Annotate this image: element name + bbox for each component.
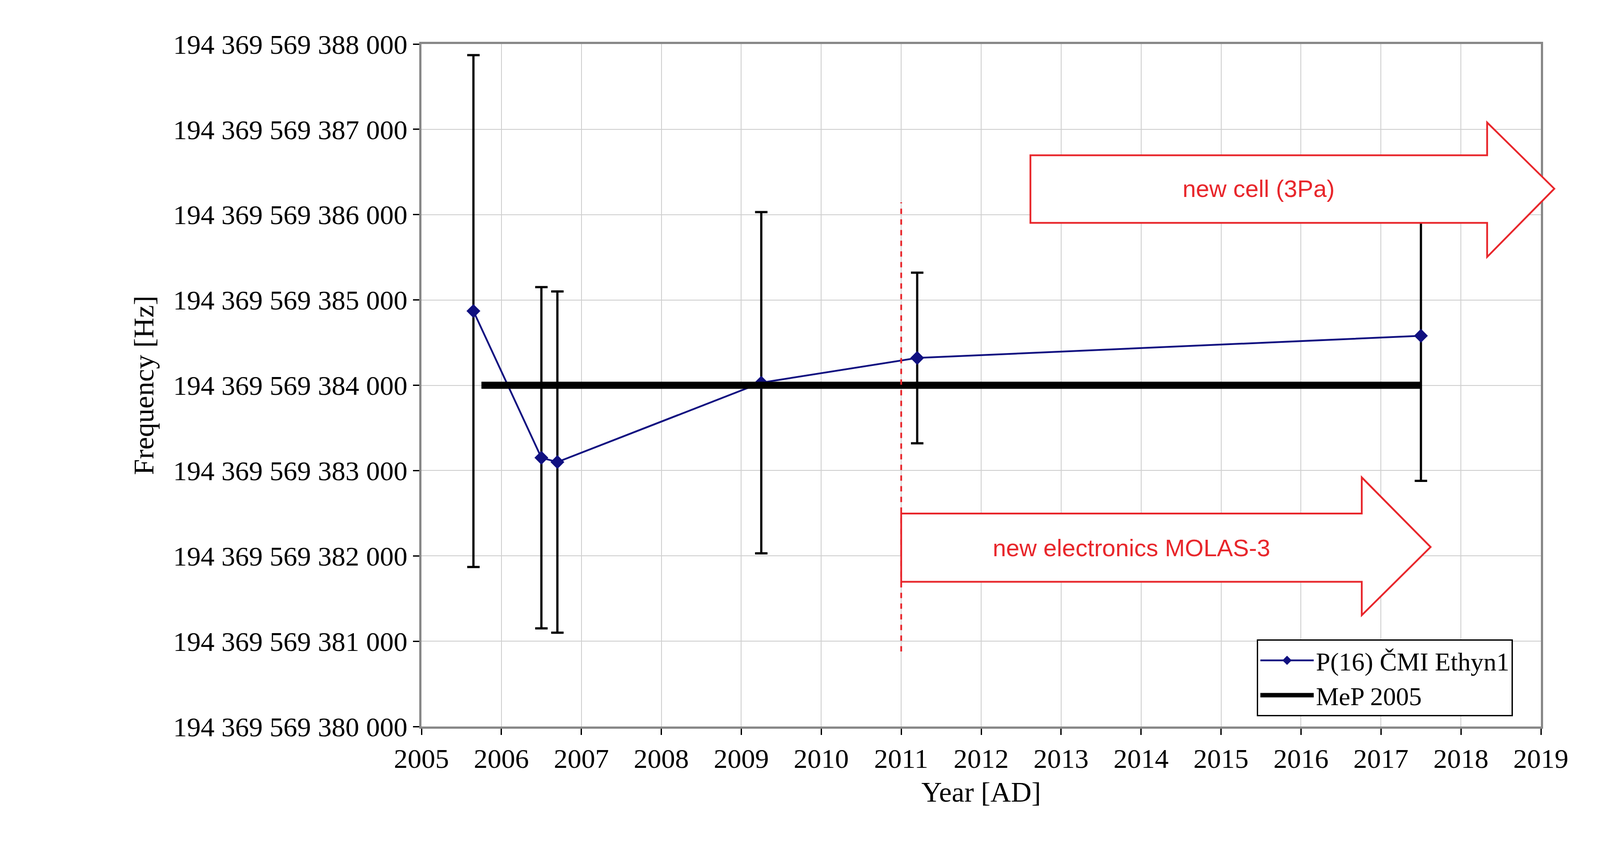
svg-text:2012: 2012	[953, 743, 1009, 774]
svg-text:194 369 569 383 000: 194 369 569 383 000	[173, 455, 408, 486]
svg-text:2017: 2017	[1353, 743, 1409, 774]
svg-text:194 369 569 385 000: 194 369 569 385 000	[173, 284, 408, 316]
svg-text:new electronics MOLAS-3: new electronics MOLAS-3	[992, 534, 1271, 562]
svg-text:2014: 2014	[1113, 743, 1169, 774]
svg-text:194 369 569 382 000: 194 369 569 382 000	[173, 541, 408, 572]
svg-text:194 369 569 384 000: 194 369 569 384 000	[173, 370, 408, 401]
svg-text:2019: 2019	[1513, 743, 1569, 774]
svg-text:new cell (3Pa): new cell (3Pa)	[1182, 175, 1335, 202]
svg-text:194 369 569 387 000: 194 369 569 387 000	[173, 114, 408, 145]
svg-text:2013: 2013	[1033, 743, 1089, 774]
svg-text:2005: 2005	[393, 743, 450, 774]
svg-text:194 369 569 381 000: 194 369 569 381 000	[173, 626, 408, 657]
svg-text:2011: 2011	[874, 743, 929, 774]
svg-text:MeP 2005: MeP 2005	[1315, 681, 1422, 711]
svg-text:2010: 2010	[793, 743, 849, 774]
svg-text:2016: 2016	[1273, 743, 1329, 774]
svg-text:2006: 2006	[473, 743, 530, 774]
svg-text:194 369 569 386 000: 194 369 569 386 000	[173, 199, 408, 230]
svg-text:194 369 569 388 000: 194 369 569 388 000	[173, 29, 408, 60]
svg-text:2009: 2009	[713, 743, 769, 774]
svg-text:P(16) ČMI Ethyn1: P(16) ČMI Ethyn1	[1315, 647, 1510, 677]
svg-text:194 369 569 380 000: 194 369 569 380 000	[173, 711, 408, 742]
svg-text:Year [AD]: Year [AD]	[921, 776, 1042, 808]
svg-text:2008: 2008	[633, 743, 690, 774]
svg-text:2018: 2018	[1433, 743, 1489, 774]
svg-text:2015: 2015	[1193, 743, 1249, 774]
svg-text:Frequency [Hz]: Frequency [Hz]	[128, 295, 160, 475]
svg-text:2007: 2007	[553, 743, 610, 774]
